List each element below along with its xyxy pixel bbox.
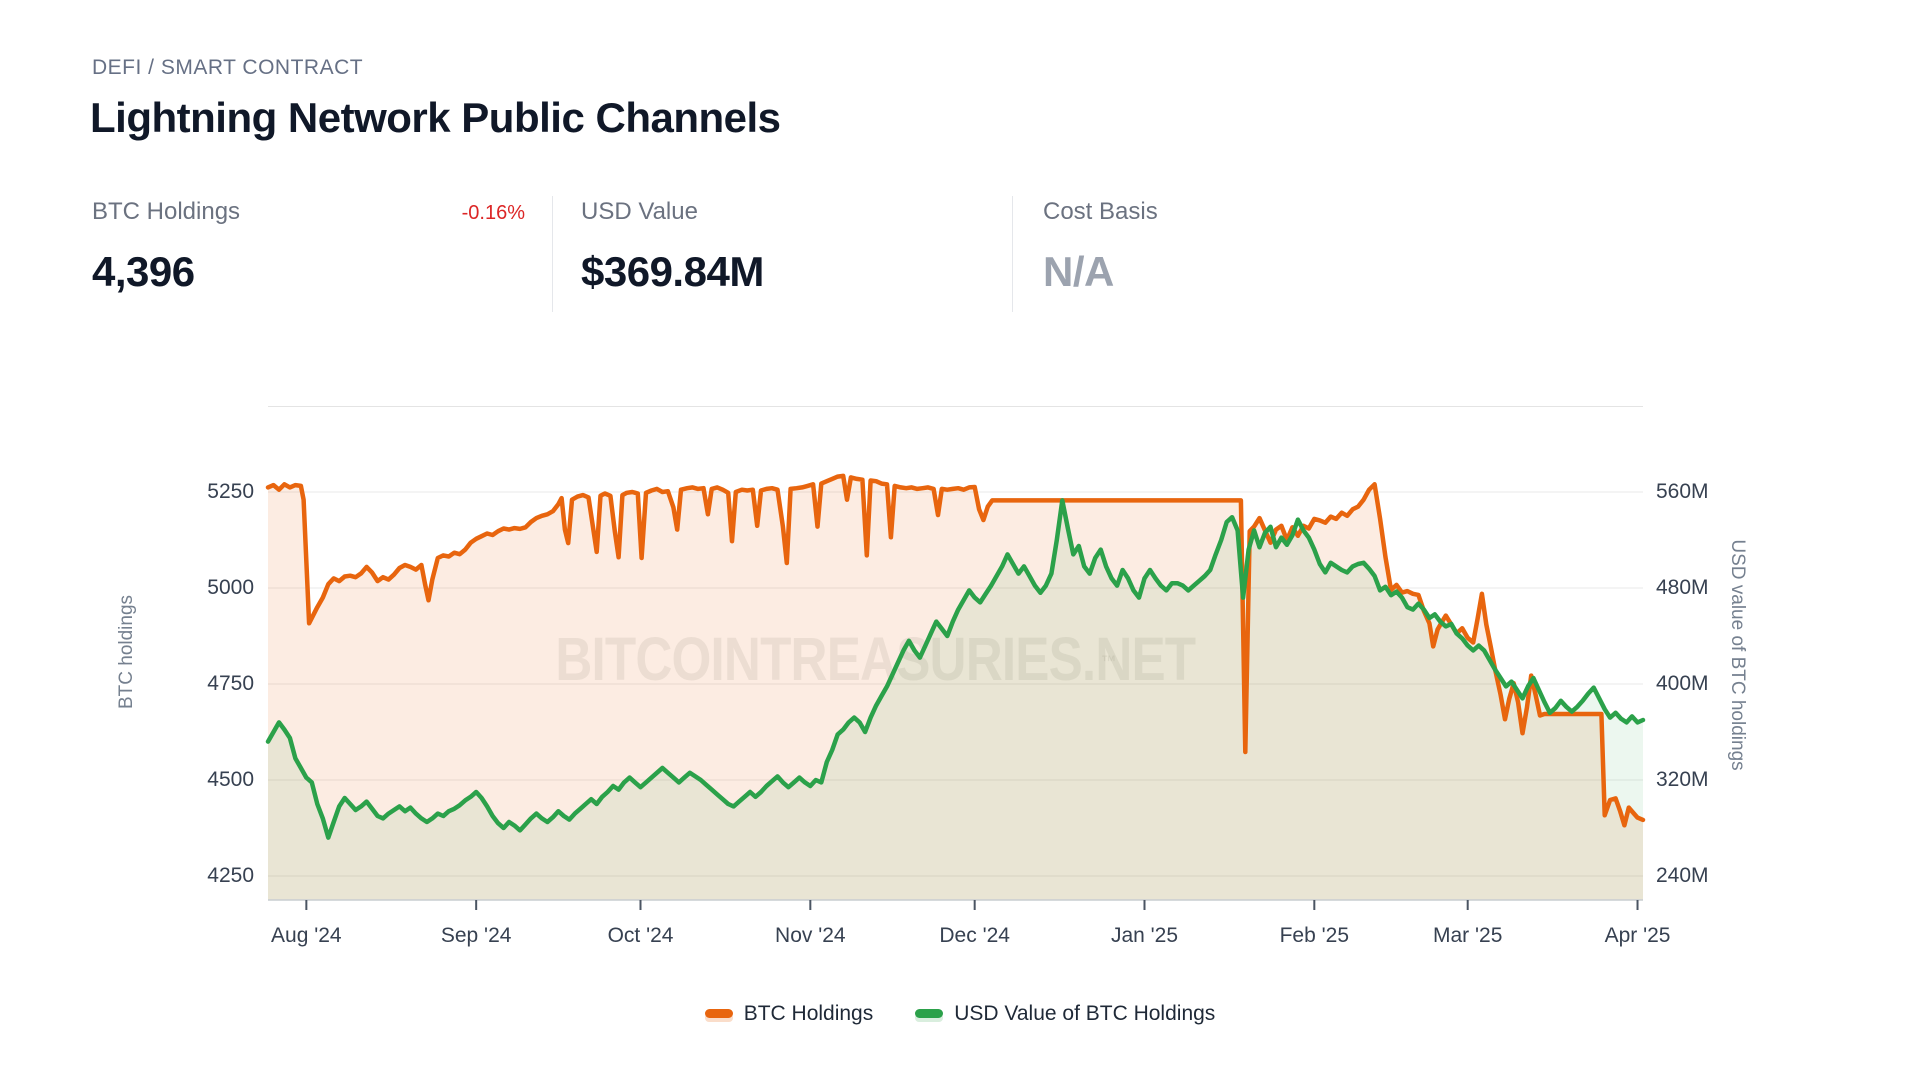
stat-usd-value: USD Value $369.84M (553, 196, 1013, 312)
legend-label: USD Value of BTC Holdings (954, 1002, 1216, 1025)
legend-item-usd-value[interactable]: USD Value of BTC Holdings (915, 1002, 1215, 1026)
stat-value: $369.84M (581, 248, 764, 295)
x-tick-label: Jan '25 (1110, 924, 1179, 947)
stat-change-badge: -0.16% (461, 202, 525, 224)
x-tick-label: Mar '25 (1433, 924, 1503, 947)
legend-label: BTC Holdings (743, 1002, 874, 1025)
left-tick-label: 5000 (207, 576, 254, 599)
series-lines (265, 473, 1646, 840)
right-tick-label: 240M (1656, 864, 1709, 887)
legend-swatch-orange-icon (704, 1006, 733, 1022)
x-tick-label: Sep '24 (440, 924, 512, 947)
chart-legend: BTC Holdings USD Value of BTC Holdings (0, 1002, 1920, 1026)
stat-btc-holdings: BTC Holdings -0.16% 4,396 (92, 196, 553, 312)
gridlines (268, 406, 1643, 877)
stat-label: Cost Basis (1043, 198, 1158, 225)
watermark-tm-icon: ™ (1101, 652, 1115, 673)
stat-label: USD Value (581, 198, 698, 225)
chart-svg[interactable]: BITCOINTREASURIES.NET ™ (265, 406, 1646, 912)
x-tick-label: Oct '24 (607, 924, 674, 947)
x-tick-label: Feb '25 (1279, 924, 1349, 947)
left-tick-label: 5250 (207, 480, 254, 503)
stat-cost-basis: Cost Basis N/A (1013, 196, 1158, 312)
right-axis-title: USD value of BTC holdings (1727, 539, 1748, 771)
x-tick-label: Nov '24 (775, 924, 846, 947)
chart-plot-area[interactable]: BITCOINTREASURIES.NET ™ 5250 5000 4750 4500… (207, 406, 1709, 966)
left-axis-title: BTC holdings (116, 594, 137, 710)
stats-row: BTC Holdings -0.16% 4,396 USD Value $369… (92, 196, 1158, 312)
stat-label: BTC Holdings (92, 198, 241, 225)
stat-value: 4,396 (92, 248, 195, 295)
series-area-fills (268, 475, 1643, 900)
right-tick-label: 320M (1656, 768, 1709, 791)
x-tick-label: Dec '24 (939, 924, 1010, 947)
left-tick-label: 4250 (207, 864, 254, 887)
x-tick-label: Aug '24 (271, 924, 342, 947)
watermark: BITCOINTREASURIES.NET (555, 625, 1195, 693)
x-tick-label: Apr '25 (1604, 924, 1671, 947)
left-tick-label: 4500 (207, 768, 254, 791)
legend-item-btc-holdings[interactable]: BTC Holdings (704, 1002, 874, 1026)
right-tick-label: 400M (1656, 672, 1709, 695)
right-tick-label: 560M (1656, 480, 1709, 503)
page-title: Lightning Network Public Channels (90, 94, 781, 141)
breadcrumb[interactable]: DEFI / SMART CONTRACT (92, 56, 364, 79)
left-tick-label: 4750 (207, 672, 254, 695)
x-axis (268, 899, 1643, 910)
right-tick-label: 480M (1656, 576, 1709, 599)
stat-value: N/A (1043, 248, 1114, 295)
legend-swatch-green-icon (915, 1006, 944, 1022)
